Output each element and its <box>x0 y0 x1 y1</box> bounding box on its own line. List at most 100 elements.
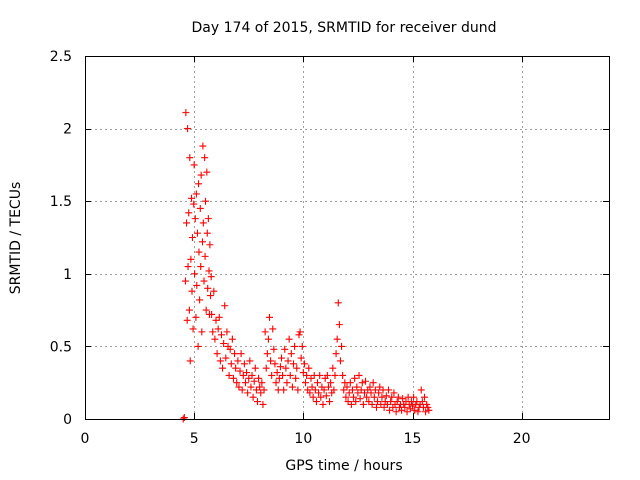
data-point <box>309 393 317 401</box>
data-point <box>236 367 244 375</box>
data-point <box>193 229 201 237</box>
data-point <box>326 398 334 406</box>
data-point <box>217 331 225 339</box>
data-point <box>362 377 370 385</box>
data-point <box>185 209 193 217</box>
x-tick-label: 20 <box>513 431 531 447</box>
data-point <box>359 400 367 408</box>
data-point <box>201 154 209 162</box>
data-point <box>360 389 368 397</box>
data-point <box>249 393 257 401</box>
data-point <box>307 374 315 382</box>
data-point <box>398 406 406 414</box>
data-point <box>365 398 373 406</box>
data-point <box>382 392 390 400</box>
data-point <box>375 389 383 397</box>
data-point <box>190 200 198 208</box>
data-point <box>190 161 198 169</box>
data-point <box>257 389 265 397</box>
data-point <box>183 316 191 324</box>
data-point <box>422 408 430 416</box>
data-point <box>346 379 354 387</box>
data-point <box>425 406 433 414</box>
data-point <box>314 379 322 387</box>
data-point <box>201 252 209 260</box>
data-point <box>334 299 342 307</box>
data-point <box>198 238 206 246</box>
data-point <box>260 386 268 394</box>
data-point <box>243 369 251 377</box>
data-point <box>181 277 189 285</box>
x-tick-label: 5 <box>190 431 199 447</box>
data-point <box>255 374 263 382</box>
data-point <box>191 215 199 223</box>
data-point <box>333 335 341 343</box>
data-point <box>234 357 242 365</box>
data-point <box>202 197 210 205</box>
data-point <box>192 313 200 321</box>
data-point <box>204 284 212 292</box>
data-point <box>417 386 425 394</box>
data-point <box>308 383 316 391</box>
data-point <box>371 386 379 394</box>
data-point <box>213 350 221 358</box>
x-axis-label: GPS time / hours <box>285 458 402 474</box>
data-point <box>269 325 277 333</box>
y-tick-labels: 0 0.5 1 1.5 2 2.5 <box>50 49 72 428</box>
data-point <box>276 363 284 371</box>
data-point <box>253 398 261 406</box>
data-point <box>203 229 211 237</box>
data-point <box>282 364 290 372</box>
data-point <box>182 109 190 117</box>
data-point <box>226 345 234 353</box>
data-point <box>368 400 376 408</box>
data-point <box>233 379 241 387</box>
data-point <box>284 357 292 365</box>
data-point <box>192 190 200 198</box>
data-point <box>390 389 398 397</box>
data-point <box>393 398 401 406</box>
data-point <box>410 393 418 401</box>
data-point <box>206 241 214 249</box>
data-point <box>401 403 409 411</box>
data-point <box>331 371 339 379</box>
data-point <box>329 364 337 372</box>
data-point <box>384 386 392 394</box>
data-point <box>271 360 279 368</box>
data-point <box>322 392 330 400</box>
y-axis-label: SRMTID / TECUs <box>8 182 24 295</box>
data-point <box>195 180 203 188</box>
data-point <box>275 374 283 382</box>
data-point <box>272 379 280 387</box>
data-point <box>342 393 350 401</box>
data-point <box>336 357 344 365</box>
x-tick-label: 10 <box>294 431 312 447</box>
data-point <box>350 393 358 401</box>
data-point <box>296 328 304 336</box>
data-point <box>418 398 426 406</box>
data-point <box>330 386 338 394</box>
data-point <box>378 393 386 401</box>
data-point <box>283 379 291 387</box>
plot-frame <box>85 56 610 420</box>
data-point <box>323 371 331 379</box>
data-point <box>290 360 298 368</box>
data-point <box>302 379 310 387</box>
data-point <box>343 383 351 391</box>
data-point <box>357 386 365 394</box>
data-point <box>251 364 259 372</box>
data-point <box>188 287 196 295</box>
data-point <box>380 403 388 411</box>
data-point <box>207 273 215 281</box>
x-tick-labels: 0 5 10 15 20 <box>81 431 531 447</box>
data-point <box>212 316 220 324</box>
data-point <box>220 339 228 347</box>
data-point <box>200 277 208 285</box>
data-point <box>194 342 202 350</box>
data-point <box>228 335 236 343</box>
data-point <box>185 306 193 314</box>
data-point <box>354 389 362 397</box>
data-point <box>209 328 217 336</box>
data-point <box>394 393 402 401</box>
x-tick-label: 15 <box>404 431 422 447</box>
